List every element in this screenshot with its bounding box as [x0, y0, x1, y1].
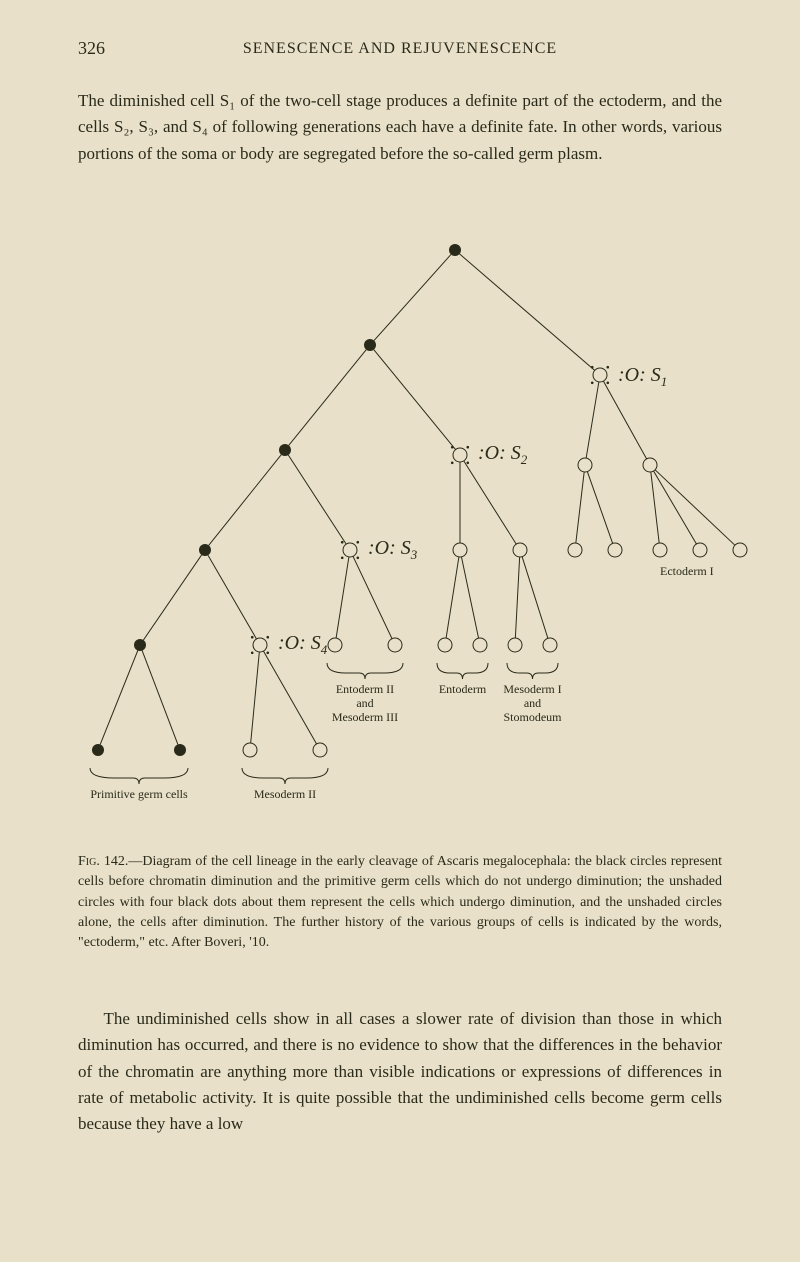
svg-text::O: S1: :O: S1 [618, 364, 667, 389]
running-head: SENESCENCE AND REJUVENESCENCE [0, 40, 800, 58]
svg-text:Mesoderm I: Mesoderm I [503, 682, 561, 696]
svg-text:Primitive germ cells: Primitive germ cells [90, 787, 188, 801]
svg-text:Mesoderm III: Mesoderm III [332, 710, 398, 724]
svg-text:Ectoderm I: Ectoderm I [660, 564, 714, 578]
svg-text:Entoderm II: Entoderm II [336, 682, 394, 696]
body-paragraph: The undiminished cells show in all cases… [78, 1006, 722, 1138]
svg-text::O: S2: :O: S2 [478, 442, 528, 467]
svg-text::O: S4: :O: S4 [278, 632, 328, 657]
svg-text:Mesoderm II: Mesoderm II [254, 787, 316, 801]
svg-text:and: and [524, 696, 541, 710]
figure-caption: Fig. 142.—Diagram of the cell lineage in… [78, 852, 722, 953]
caption-text: —Diagram of the cell lineage in the earl… [78, 854, 722, 950]
lineage-diagram: :O: S1 :O: S2 :O: S3 :O: S4 Primitive germ c… [60, 230, 760, 840]
intro-paragraph: The diminished cell S₁ of the two-cell s… [78, 88, 722, 167]
svg-text:and: and [356, 696, 373, 710]
svg-text::O: S3: :O: S3 [368, 537, 418, 562]
svg-text:Entoderm: Entoderm [439, 682, 487, 696]
svg-text:Stomodeum: Stomodeum [503, 710, 562, 724]
caption-lead: Fig. 142. [78, 854, 128, 869]
